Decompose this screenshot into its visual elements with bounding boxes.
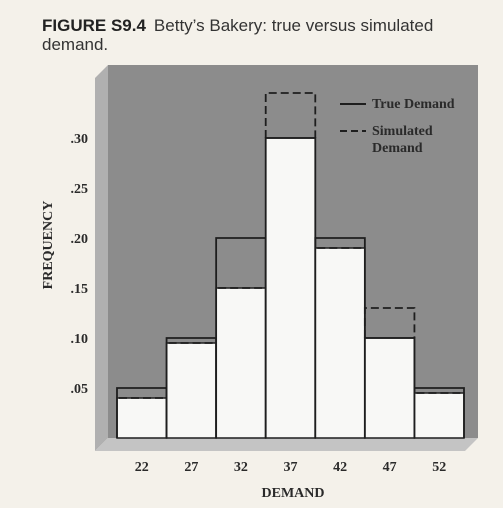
figure-caption-text: Betty’s Bakery: true versus simulated de… — [42, 16, 434, 54]
y-tick-label: .10 — [71, 332, 89, 347]
y-tick-labels: .05 .10 .15 .20 .25 .30 — [71, 132, 89, 397]
legend-label: True Demand — [372, 97, 455, 112]
legend-label: Simulated — [372, 124, 433, 139]
y-tick-label: .05 — [71, 382, 89, 397]
x-tick-label-42: 42 — [333, 460, 347, 475]
bar-fill-22 — [116, 397, 168, 439]
x-tick-label-47: 47 — [383, 460, 397, 475]
y-axis-title: FREQUENCY — [41, 201, 56, 290]
legend-label: Demand — [372, 141, 423, 156]
x-tick-label-52: 52 — [432, 460, 446, 475]
legend: True Demand Simulated Demand — [340, 97, 455, 156]
y-tick-label: .30 — [71, 132, 89, 147]
x-tick-label-27: 27 — [184, 460, 198, 475]
y-tick-label: .15 — [71, 282, 89, 297]
true-demand-bar-52 — [413, 387, 465, 438]
bar-fill-32 — [215, 287, 267, 439]
bar-fill-47 — [364, 337, 416, 439]
x-tick-label-32: 32 — [234, 460, 248, 475]
chart-depth-bottom — [95, 438, 478, 451]
y-tick-label: .20 — [71, 232, 89, 247]
bar-fill-27 — [165, 342, 217, 439]
x-tick-labels: 22 27 32 37 42 47 52 — [135, 460, 446, 475]
y-tick-label: .25 — [71, 182, 89, 197]
bar-fill-37 — [264, 137, 317, 439]
bar-fill-52 — [413, 392, 465, 439]
x-tick-label-37: 37 — [284, 460, 298, 475]
figure-number: FIGURE S9.4 — [42, 16, 146, 35]
simulated-demand-bar-47 — [363, 307, 416, 338]
bar-fill-42 — [314, 247, 366, 439]
bars — [116, 92, 465, 439]
x-tick-label-22: 22 — [135, 460, 149, 475]
x-axis-title: DEMAND — [262, 486, 325, 501]
chart-depth-left — [95, 65, 108, 451]
figure-caption: FIGURE S9.4 Betty’s Bakery: true versus s… — [42, 16, 482, 54]
